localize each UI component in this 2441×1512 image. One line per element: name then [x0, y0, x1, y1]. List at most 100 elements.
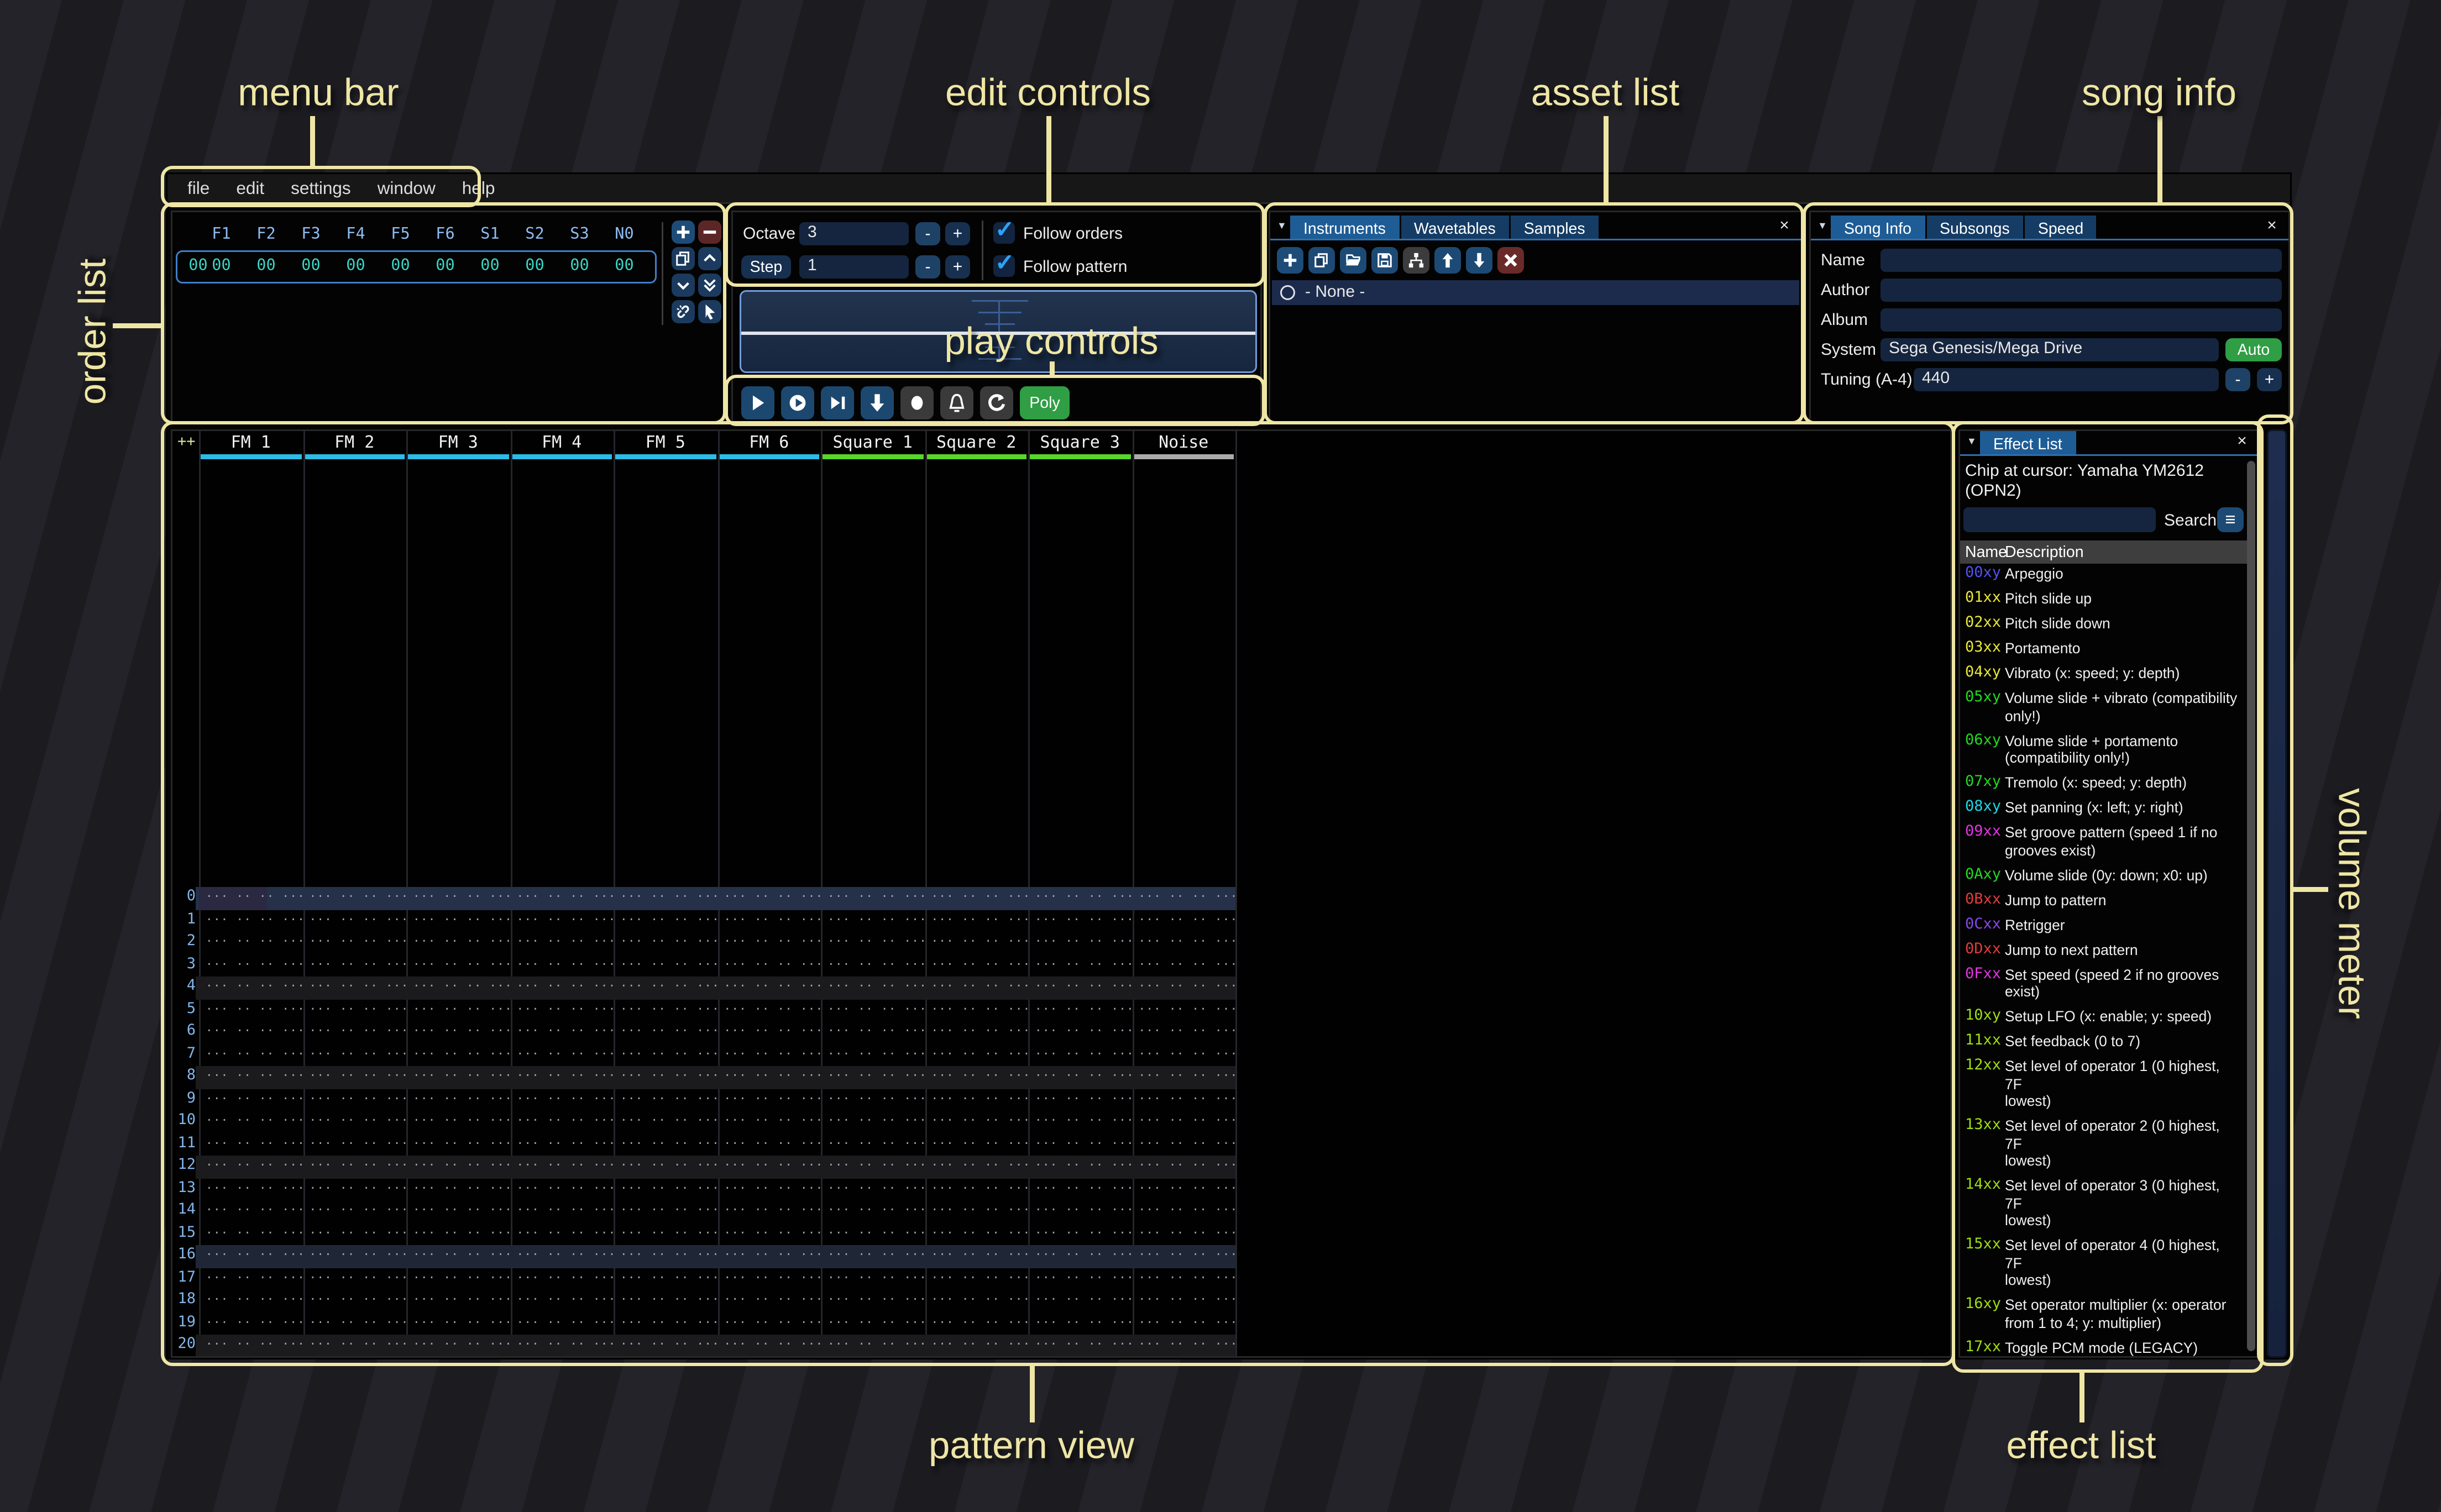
empty-cell[interactable]: ··· ·· ·· ···· — [309, 1069, 407, 1083]
empty-cell[interactable]: ··· ·· ·· ···· — [620, 1181, 717, 1195]
effect-row[interactable]: 01xx Pitch slide up — [1960, 587, 2249, 612]
empty-cell[interactable]: ··· ·· ·· ···· — [516, 912, 614, 926]
empty-cell[interactable]: ··· ·· ·· ···· — [724, 1181, 821, 1195]
empty-cell[interactable]: ··· ·· ·· ···· — [206, 1047, 303, 1060]
tab-instruments[interactable]: Instruments — [1290, 216, 1399, 239]
author-field[interactable] — [1880, 279, 2282, 302]
empty-cell[interactable]: ··· ·· ·· ···· — [1035, 1271, 1132, 1284]
empty-cell[interactable]: ··· ·· ·· ···· — [413, 1315, 510, 1329]
empty-cell[interactable]: ··· ·· ·· ···· — [309, 1002, 407, 1016]
empty-cell[interactable]: ··· ·· ·· ···· — [309, 1204, 407, 1217]
empty-cell[interactable]: ··· ·· ·· ···· — [206, 1293, 303, 1306]
album-field[interactable] — [1880, 308, 2282, 332]
empty-cell[interactable]: ··· ·· ·· ···· — [1138, 1271, 1236, 1284]
pattern-row[interactable]: 4 ··· ·· ·· ···· ··· ·· ·· ···· ··· ·· ·· ·… — [172, 977, 1950, 999]
empty-cell[interactable]: ··· ·· ·· ···· — [827, 1114, 925, 1127]
tuning-minus-button[interactable]: - — [2225, 368, 2250, 391]
pattern-row[interactable]: 15 ··· ·· ·· ···· ··· ·· ·· ···· ··· ·· ·· … — [172, 1223, 1950, 1246]
tab-samples[interactable]: Samples — [1510, 216, 1599, 239]
pattern-row[interactable]: 9 ··· ·· ·· ···· ··· ·· ·· ···· ··· ·· ·· ·… — [172, 1089, 1950, 1111]
order-move-to-bottom-button[interactable] — [698, 274, 721, 297]
empty-cell[interactable]: ··· ·· ·· ···· — [931, 1204, 1029, 1217]
empty-cell[interactable]: ··· ·· ·· ···· — [1035, 1315, 1132, 1329]
empty-cell[interactable]: ··· ·· ·· ···· — [620, 890, 717, 904]
empty-cell[interactable]: ··· ·· ·· ···· — [206, 1091, 303, 1105]
effect-row[interactable]: 03xx Portamento — [1960, 637, 2249, 662]
empty-cell[interactable]: ··· ·· ·· ···· — [620, 1315, 717, 1329]
order-cell-value[interactable]: 00 — [256, 257, 276, 275]
empty-cell[interactable]: ··· ·· ·· ···· — [516, 1315, 614, 1329]
empty-cell[interactable]: ··· ·· ·· ···· — [516, 1248, 614, 1262]
asset-add-button[interactable] — [1277, 247, 1303, 274]
empty-cell[interactable]: ··· ·· ·· ···· — [931, 980, 1029, 993]
empty-cell[interactable]: ··· ·· ·· ···· — [516, 1114, 614, 1127]
empty-cell[interactable]: ··· ·· ·· ···· — [309, 1293, 407, 1306]
order-cell-value[interactable]: 00 — [212, 257, 231, 275]
empty-cell[interactable]: ··· ·· ·· ···· — [206, 1204, 303, 1217]
empty-cell[interactable]: ··· ·· ·· ···· — [309, 1271, 407, 1284]
effect-row[interactable]: 17xx Toggle PCM mode (LEGACY) — [1960, 1336, 2249, 1357]
empty-cell[interactable]: ··· ·· ·· ···· — [413, 890, 510, 904]
stop-button[interactable] — [900, 386, 934, 419]
effect-row[interactable]: 10xy Setup LFO (x: enable; y: speed) — [1960, 1005, 2249, 1030]
empty-cell[interactable]: ··· ·· ·· ···· — [1138, 1159, 1236, 1172]
empty-cell[interactable]: ··· ·· ·· ···· — [1138, 957, 1236, 971]
empty-cell[interactable]: ··· ·· ·· ···· — [827, 1159, 925, 1172]
channel-header-square-3[interactable]: Square 3 — [1040, 434, 1120, 453]
empty-cell[interactable]: ··· ·· ·· ···· — [413, 1181, 510, 1195]
tuning-field[interactable]: 440 — [1914, 368, 2219, 391]
empty-cell[interactable]: ··· ·· ·· ···· — [413, 1002, 510, 1016]
octave-input[interactable]: 3 — [799, 222, 909, 245]
pattern-grid[interactable]: FM 1 FM 2 FM 3 FM 4 FM 5 FM 6 Square 1 Square 2… — [172, 431, 1950, 1356]
empty-cell[interactable]: ··· ·· ·· ···· — [1138, 1025, 1236, 1038]
empty-cell[interactable]: ··· ·· ·· ···· — [1035, 957, 1132, 971]
close-icon[interactable]: × — [2267, 217, 2277, 235]
empty-cell[interactable]: ··· ·· ·· ···· — [724, 1069, 821, 1083]
empty-cell[interactable]: ··· ·· ·· ···· — [309, 1047, 407, 1060]
empty-cell[interactable]: ··· ·· ·· ···· — [206, 1338, 303, 1351]
effect-row[interactable]: 13xx Set level of operator 2 (0 highest, … — [1960, 1114, 2249, 1174]
empty-cell[interactable]: ··· ·· ·· ···· — [931, 957, 1029, 971]
empty-cell[interactable]: ··· ·· ·· ···· — [1035, 1136, 1132, 1150]
asset-directory-tree-button[interactable] — [1403, 247, 1429, 274]
tab-speed[interactable]: Speed — [2024, 216, 2097, 239]
empty-cell[interactable]: ··· ·· ·· ···· — [931, 1025, 1029, 1038]
effect-row[interactable]: 07xy Tremolo (x: speed; y: depth) — [1960, 771, 2249, 796]
empty-cell[interactable]: ··· ·· ·· ···· — [309, 1091, 407, 1105]
pattern-row[interactable]: 11 ··· ·· ·· ···· ··· ·· ·· ···· ··· ·· ·· … — [172, 1133, 1950, 1156]
empty-cell[interactable]: ··· ·· ·· ···· — [827, 1293, 925, 1306]
order-duplicate-button[interactable] — [672, 247, 695, 270]
pattern-row[interactable]: 17 ··· ·· ·· ···· ··· ·· ·· ···· ··· ·· ·· … — [172, 1268, 1950, 1290]
empty-cell[interactable]: ··· ·· ·· ···· — [827, 1069, 925, 1083]
empty-cell[interactable]: ··· ·· ·· ···· — [724, 912, 821, 926]
empty-cell[interactable]: ··· ·· ·· ···· — [931, 1181, 1029, 1195]
play-from-cursor-button[interactable] — [781, 386, 814, 419]
empty-cell[interactable]: ··· ·· ·· ···· — [413, 980, 510, 993]
effect-row[interactable]: 0Axy Volume slide (0y: down; x0: up) — [1960, 863, 2249, 888]
empty-cell[interactable]: ··· ·· ·· ···· — [516, 1002, 614, 1016]
empty-cell[interactable]: ··· ·· ·· ···· — [1035, 1226, 1132, 1240]
empty-cell[interactable]: ··· ·· ·· ···· — [413, 1204, 510, 1217]
order-cell-value[interactable]: 00 — [480, 257, 500, 275]
empty-cell[interactable]: ··· ·· ·· ···· — [620, 1114, 717, 1127]
empty-cell[interactable]: ··· ·· ·· ···· — [413, 1025, 510, 1038]
empty-cell[interactable]: ··· ·· ·· ···· — [1138, 980, 1236, 993]
empty-cell[interactable]: ··· ·· ·· ···· — [931, 1002, 1029, 1016]
empty-cell[interactable]: ··· ·· ·· ···· — [309, 1181, 407, 1195]
pattern-row[interactable]: 16 ··· ·· ·· ···· ··· ·· ·· ···· ··· ·· ·· … — [172, 1245, 1950, 1268]
channel-header-fm-4[interactable]: FM 4 — [542, 434, 582, 453]
empty-cell[interactable]: ··· ·· ·· ···· — [620, 1025, 717, 1038]
empty-cell[interactable]: ··· ·· ·· ···· — [620, 957, 717, 971]
empty-cell[interactable]: ··· ·· ·· ···· — [620, 980, 717, 993]
empty-cell[interactable]: ··· ·· ·· ···· — [309, 1136, 407, 1150]
empty-cell[interactable]: ··· ·· ·· ···· — [1035, 1248, 1132, 1262]
step-plus-button[interactable]: + — [945, 255, 970, 279]
empty-cell[interactable]: ··· ·· ·· ···· — [931, 1159, 1029, 1172]
channel-header-fm-6[interactable]: FM 6 — [749, 434, 789, 453]
empty-cell[interactable]: ··· ·· ·· ···· — [516, 1181, 614, 1195]
empty-cell[interactable]: ··· ·· ·· ···· — [413, 935, 510, 948]
pattern-view[interactable]: ++ FM 1 FM 2 FM 3 FM 4 FM 5 FM 6 Square 1 Squar… — [171, 429, 1952, 1358]
order-list-row[interactable]: 00 00 00 00 00 00 00 00 00 00 — [199, 257, 647, 275]
empty-cell[interactable]: ··· ·· ·· ···· — [1138, 1136, 1236, 1150]
empty-cell[interactable]: ··· ·· ·· ···· — [620, 1069, 717, 1083]
